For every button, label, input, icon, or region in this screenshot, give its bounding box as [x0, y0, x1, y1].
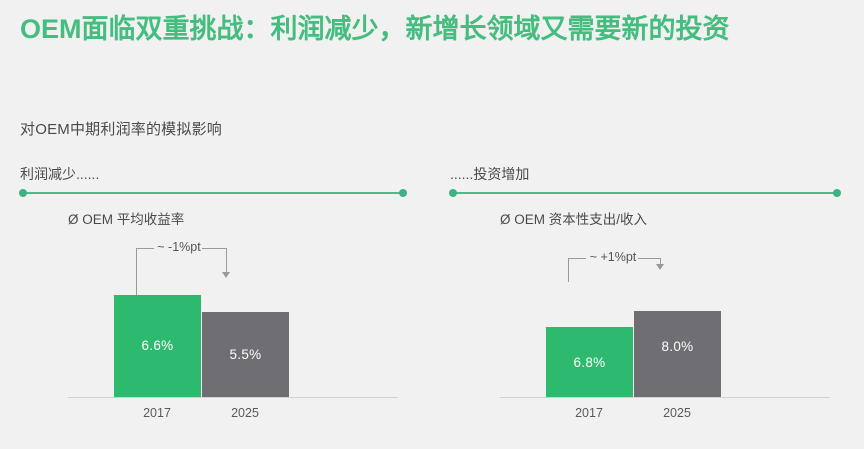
delta-leader-left [568, 258, 569, 282]
rule-dot-start-icon [449, 189, 457, 197]
bar-2025-capex: 8.0% [634, 311, 721, 397]
rule-dot-end-icon [833, 189, 841, 197]
chart-panel-capex: Ø OEM 资本性支出/收入 ~ +1%pt 6.8% 8.0% 2017 20… [480, 208, 864, 438]
chart-plot-area-margin: ~ -1%pt 6.6% 5.5% 2017 2025 [48, 238, 448, 438]
bar-value-2017-margin: 6.6% [141, 338, 174, 353]
bar-2017-margin: 6.6% [114, 295, 201, 397]
bar-value-2017-capex: 6.8% [573, 355, 606, 370]
chart-baseline-margin [68, 397, 398, 398]
category-label-2025-margin: 2025 [231, 406, 259, 420]
rule-dot-start-icon [19, 189, 27, 197]
chart-title-capex: Ø OEM 资本性支出/收入 [500, 212, 648, 227]
bar-value-2025-capex: 8.0% [661, 339, 694, 354]
section-label-investment: ......投资增加 [450, 166, 530, 182]
page-subtitle: 对OEM中期利润率的模拟影响 [20, 121, 222, 138]
bar-2017-capex: 6.8% [546, 327, 633, 397]
delta-leader-right [226, 248, 227, 274]
bar-2025-margin: 5.5% [202, 312, 289, 397]
delta-arrow-icon [656, 264, 664, 270]
delta-leader-right [660, 258, 661, 266]
chart-panel-margin: Ø OEM 平均收益率 ~ -1%pt 6.6% 5.5% 2017 2025 [48, 208, 448, 438]
section-rule-profit [19, 189, 407, 197]
delta-label-margin: ~ -1%pt [157, 240, 201, 254]
category-label-2025-capex: 2025 [663, 406, 691, 420]
delta-label-capex: ~ +1%pt [589, 250, 637, 264]
delta-bracket-left [568, 258, 586, 259]
rule-dot-end-icon [399, 189, 407, 197]
section-label-profit: 利润减少...... [20, 166, 100, 182]
category-label-2017-margin: 2017 [143, 406, 171, 420]
delta-bracket-left [136, 248, 154, 249]
chart-baseline-capex [500, 397, 830, 398]
delta-arrow-icon [222, 272, 230, 278]
delta-bracket-right [638, 258, 660, 259]
section-rule-investment [449, 189, 841, 197]
bar-value-2025-margin: 5.5% [229, 347, 262, 362]
page-title: OEM面临双重挑战：利润减少，新增长领域又需要新的投资 [20, 14, 730, 44]
delta-leader-left [136, 248, 137, 295]
chart-plot-area-capex: ~ +1%pt 6.8% 8.0% 2017 2025 [480, 238, 864, 438]
chart-title-margin: Ø OEM 平均收益率 [68, 212, 185, 227]
delta-bracket-right [202, 248, 226, 249]
category-label-2017-capex: 2017 [575, 406, 603, 420]
